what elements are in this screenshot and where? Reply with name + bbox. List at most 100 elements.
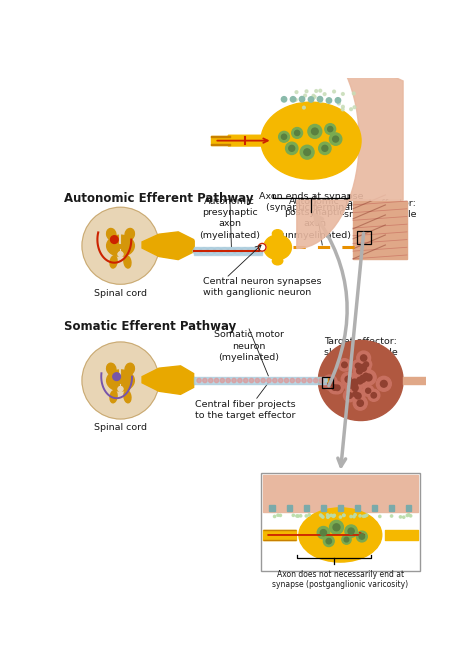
Circle shape (391, 515, 393, 517)
Circle shape (308, 97, 314, 102)
Ellipse shape (227, 248, 236, 254)
Circle shape (359, 534, 365, 539)
Circle shape (330, 514, 332, 517)
Circle shape (368, 389, 380, 401)
Text: Autonomic
presynaptic
axon
(myelinated): Autonomic presynaptic axon (myelinated) (200, 197, 260, 239)
Circle shape (113, 373, 120, 380)
Circle shape (82, 207, 159, 284)
Circle shape (361, 370, 376, 385)
Circle shape (332, 385, 337, 390)
Ellipse shape (125, 363, 135, 374)
Circle shape (319, 378, 324, 383)
Circle shape (317, 97, 323, 102)
Circle shape (337, 102, 340, 105)
Circle shape (341, 108, 344, 111)
Circle shape (197, 378, 201, 383)
Circle shape (364, 373, 368, 378)
Circle shape (292, 514, 294, 517)
Ellipse shape (110, 391, 117, 403)
Circle shape (364, 515, 366, 517)
Bar (320, 506, 326, 511)
Circle shape (226, 378, 230, 383)
Circle shape (335, 385, 340, 391)
Circle shape (291, 97, 296, 102)
Circle shape (304, 94, 307, 97)
Circle shape (353, 515, 355, 518)
Circle shape (209, 378, 213, 383)
Circle shape (344, 379, 357, 391)
Circle shape (329, 133, 342, 145)
Circle shape (339, 516, 342, 518)
Circle shape (360, 365, 366, 371)
Circle shape (313, 95, 316, 98)
Circle shape (333, 524, 340, 531)
Circle shape (353, 396, 367, 410)
Circle shape (344, 537, 349, 542)
Circle shape (406, 514, 409, 517)
Circle shape (279, 378, 283, 383)
Bar (372, 506, 377, 511)
Circle shape (258, 243, 266, 251)
Circle shape (308, 514, 310, 516)
Bar (263, 475, 418, 512)
Circle shape (292, 128, 302, 138)
Text: Axon ends at synapse
(synaptic terminal): Axon ends at synapse (synaptic terminal) (259, 191, 363, 212)
Circle shape (295, 91, 298, 93)
Circle shape (273, 515, 276, 518)
Circle shape (342, 362, 347, 367)
Circle shape (300, 145, 314, 159)
Circle shape (344, 389, 356, 402)
Circle shape (299, 97, 305, 102)
Circle shape (327, 514, 328, 516)
Circle shape (343, 514, 345, 517)
Circle shape (310, 98, 313, 101)
Circle shape (315, 90, 318, 92)
Circle shape (317, 526, 329, 539)
Circle shape (350, 515, 352, 518)
Polygon shape (142, 232, 194, 260)
Ellipse shape (319, 341, 403, 421)
Circle shape (348, 528, 354, 534)
Circle shape (203, 378, 207, 383)
Circle shape (355, 393, 361, 399)
Circle shape (381, 380, 387, 387)
Circle shape (402, 516, 405, 519)
Circle shape (220, 378, 225, 383)
Text: Axon does not necessarily end at
synapse (postganglionic varicosity): Axon does not necessarily end at synapse… (272, 570, 409, 589)
Circle shape (356, 363, 361, 369)
Circle shape (342, 105, 344, 108)
Ellipse shape (273, 230, 283, 238)
Circle shape (332, 515, 335, 517)
Circle shape (237, 378, 242, 383)
Circle shape (305, 90, 308, 93)
Circle shape (327, 379, 333, 386)
Ellipse shape (254, 248, 263, 254)
Circle shape (357, 377, 363, 383)
Circle shape (328, 382, 341, 394)
Circle shape (356, 368, 363, 374)
Circle shape (267, 378, 271, 383)
Circle shape (308, 125, 322, 138)
Circle shape (351, 379, 358, 386)
Circle shape (347, 375, 362, 390)
Circle shape (365, 514, 368, 517)
Circle shape (333, 136, 338, 142)
Ellipse shape (273, 257, 283, 265)
Circle shape (345, 376, 351, 382)
Circle shape (326, 539, 331, 544)
Text: Target effector:
smooth muscle: Target effector: smooth muscle (344, 199, 417, 219)
Circle shape (304, 149, 310, 156)
Circle shape (350, 108, 353, 110)
Text: Autonomic
postsynaptic
axon
(unmyelinated): Autonomic postsynaptic axon (unmyelinate… (278, 197, 351, 239)
Bar (303, 506, 309, 511)
Circle shape (357, 400, 364, 406)
Circle shape (350, 388, 361, 400)
Circle shape (351, 389, 365, 402)
Circle shape (360, 375, 365, 380)
Circle shape (333, 90, 336, 93)
Circle shape (282, 134, 287, 140)
Circle shape (319, 142, 331, 154)
Circle shape (353, 365, 366, 378)
Circle shape (323, 536, 334, 546)
Circle shape (348, 381, 362, 395)
